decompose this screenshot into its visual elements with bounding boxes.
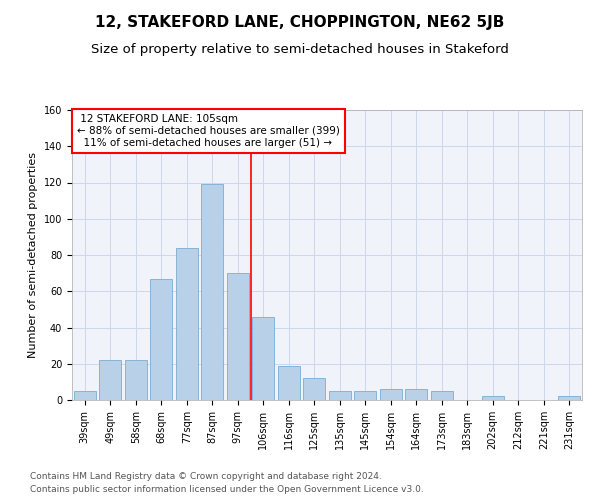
Text: 12 STAKEFORD LANE: 105sqm 
← 88% of semi-detached houses are smaller (399)
  11%: 12 STAKEFORD LANE: 105sqm ← 88% of semi-… <box>77 114 340 148</box>
Text: Size of property relative to semi-detached houses in Stakeford: Size of property relative to semi-detach… <box>91 42 509 56</box>
Bar <box>227 273 248 400</box>
Bar <box>202 184 223 400</box>
Bar <box>559 396 580 400</box>
Y-axis label: Number of semi-detached properties: Number of semi-detached properties <box>28 152 38 358</box>
Bar <box>380 389 401 400</box>
Bar <box>100 360 121 400</box>
Bar <box>125 360 146 400</box>
Bar <box>176 248 197 400</box>
Text: Contains HM Land Registry data © Crown copyright and database right 2024.: Contains HM Land Registry data © Crown c… <box>30 472 382 481</box>
Bar <box>74 391 95 400</box>
Bar <box>482 396 503 400</box>
Bar <box>329 391 350 400</box>
Bar <box>253 316 274 400</box>
Bar <box>406 389 427 400</box>
Text: 12, STAKEFORD LANE, CHOPPINGTON, NE62 5JB: 12, STAKEFORD LANE, CHOPPINGTON, NE62 5J… <box>95 15 505 30</box>
Bar <box>304 378 325 400</box>
Bar <box>151 278 172 400</box>
Bar <box>431 391 452 400</box>
Bar <box>355 391 376 400</box>
Bar <box>278 366 299 400</box>
Text: Contains public sector information licensed under the Open Government Licence v3: Contains public sector information licen… <box>30 485 424 494</box>
